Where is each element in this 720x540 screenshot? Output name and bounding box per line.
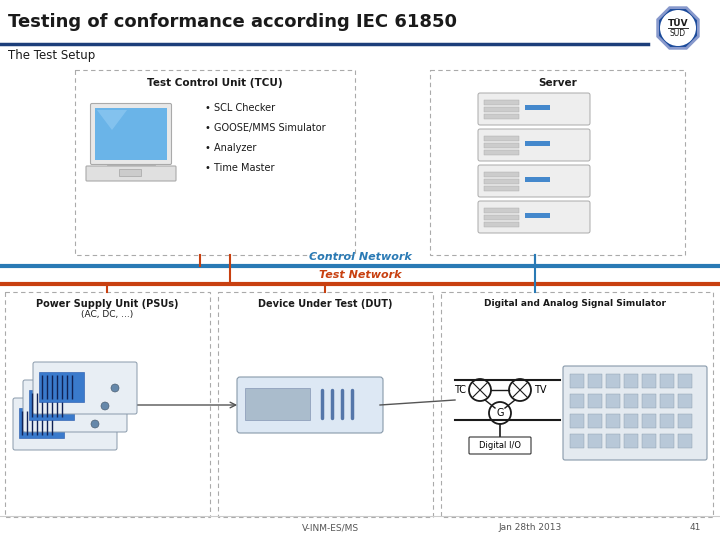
Text: Jan 28th 2013: Jan 28th 2013 [498, 523, 562, 532]
Bar [484, 114, 519, 119]
Bar [5, 292, 210, 517]
Bar [570, 414, 584, 428]
Bar [660, 374, 674, 388]
Text: Test Control Unit (TCU): Test Control Unit (TCU) [147, 78, 283, 88]
Bar [642, 414, 656, 428]
Bar [624, 414, 638, 428]
Bar [642, 374, 656, 388]
Bar [441, 292, 713, 517]
Bar [484, 172, 519, 177]
Bar [484, 150, 519, 155]
Text: G: G [496, 408, 504, 418]
Bar [642, 394, 656, 408]
Bar [678, 414, 692, 428]
Bar [624, 434, 638, 448]
FancyBboxPatch shape [469, 437, 531, 454]
Polygon shape [657, 8, 698, 48]
Text: SÜD: SÜD [670, 29, 686, 37]
Text: • Time Master: • Time Master [205, 163, 274, 173]
Bar [245, 388, 310, 420]
Bar [660, 414, 674, 428]
Bar [642, 434, 656, 448]
Text: • Analyzer: • Analyzer [205, 143, 256, 153]
Text: Control Network: Control Network [309, 252, 411, 262]
Bar [525, 141, 550, 146]
FancyBboxPatch shape [33, 362, 137, 414]
FancyBboxPatch shape [478, 165, 590, 197]
Bar [588, 374, 602, 388]
Text: Digital and Analog Signal Simulator: Digital and Analog Signal Simulator [484, 300, 666, 308]
Bar [588, 414, 602, 428]
Bar [484, 222, 519, 227]
Circle shape [660, 10, 696, 46]
FancyBboxPatch shape [237, 377, 383, 433]
Text: Test Network: Test Network [319, 270, 401, 280]
Text: Server: Server [539, 78, 577, 88]
Text: The Test Setup: The Test Setup [8, 50, 95, 63]
Text: TV: TV [534, 385, 546, 395]
Text: Device Under Test (DUT): Device Under Test (DUT) [258, 299, 392, 309]
Bar [218, 292, 433, 517]
Text: • GOOSE/MMS Simulator: • GOOSE/MMS Simulator [205, 123, 325, 133]
Bar [678, 394, 692, 408]
FancyBboxPatch shape [13, 398, 117, 450]
Bar [484, 215, 519, 220]
FancyBboxPatch shape [478, 129, 590, 161]
Bar [570, 394, 584, 408]
Bar [39, 372, 84, 402]
Bar [606, 374, 620, 388]
Bar [606, 414, 620, 428]
Text: V-INM-ES/MS: V-INM-ES/MS [302, 523, 359, 532]
Bar [484, 136, 519, 141]
Bar [588, 434, 602, 448]
Bar [430, 70, 685, 255]
Bar [484, 143, 519, 148]
Circle shape [91, 420, 99, 428]
Circle shape [101, 402, 109, 410]
Bar [525, 105, 550, 110]
FancyBboxPatch shape [563, 366, 707, 460]
Bar [678, 374, 692, 388]
Text: TC: TC [454, 385, 466, 395]
Bar [606, 434, 620, 448]
Bar [678, 434, 692, 448]
Bar [606, 394, 620, 408]
FancyBboxPatch shape [478, 201, 590, 233]
FancyBboxPatch shape [478, 93, 590, 125]
Bar [525, 213, 550, 218]
Text: 41: 41 [689, 523, 701, 532]
Bar [119, 169, 141, 176]
Bar [484, 186, 519, 191]
Text: (AC, DC, ...): (AC, DC, ...) [81, 310, 133, 320]
Bar [624, 374, 638, 388]
FancyBboxPatch shape [86, 166, 176, 181]
Bar [107, 165, 155, 169]
Text: • SCL Checker: • SCL Checker [205, 103, 275, 113]
Bar [484, 208, 519, 213]
Bar [660, 434, 674, 448]
FancyBboxPatch shape [91, 104, 171, 165]
Circle shape [111, 384, 119, 392]
Bar [588, 394, 602, 408]
Bar [570, 374, 584, 388]
Bar [75, 70, 355, 255]
Bar [29, 390, 74, 420]
Text: Testing of conformance according IEC 61850: Testing of conformance according IEC 618… [8, 13, 457, 31]
Bar [19, 408, 64, 438]
Bar [525, 177, 550, 182]
Bar [95, 108, 167, 160]
Bar [624, 394, 638, 408]
Bar [484, 100, 519, 105]
Bar [660, 394, 674, 408]
Bar [484, 179, 519, 184]
Text: Power Supply Unit (PSUs): Power Supply Unit (PSUs) [36, 299, 179, 309]
Bar [484, 107, 519, 112]
Text: Digital I/O: Digital I/O [479, 442, 521, 450]
Text: TÜV: TÜV [667, 19, 688, 29]
Bar [570, 434, 584, 448]
FancyBboxPatch shape [23, 380, 127, 432]
Polygon shape [97, 110, 127, 130]
